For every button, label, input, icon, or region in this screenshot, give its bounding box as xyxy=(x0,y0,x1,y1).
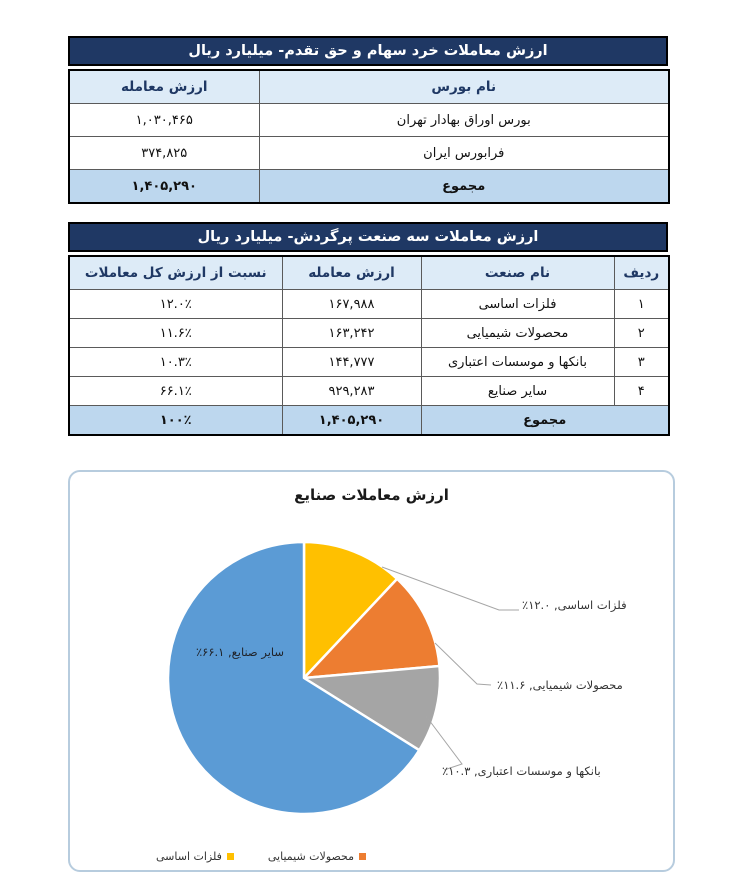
table1-header-row: نام بورس ارزش معامله xyxy=(68,69,670,104)
col-header-trade-value: ارزش معامله xyxy=(281,255,422,290)
ratio-cell: ۱۲.۰٪ xyxy=(68,289,283,319)
ratio-cell: ۶۶.۱٪ xyxy=(68,376,283,406)
trade-value-cell: ۱۶۳,۲۴۲ xyxy=(281,318,422,348)
total-label-cell: مجموع xyxy=(420,405,670,436)
exchange-name-cell: بورس اوراق بهادار تهران xyxy=(258,103,670,137)
leader-line-metals xyxy=(381,566,519,611)
col-header-ratio: نسبت از ارزش کل معاملات xyxy=(68,255,283,290)
leader-line-banks xyxy=(425,715,463,771)
legend-swatch-chemicals xyxy=(359,853,367,860)
pie-slice-banks xyxy=(302,664,442,752)
pie-label-banks: بانکها و موسسات اعتباری, ۱۰.۳٪ xyxy=(442,764,601,778)
chart-title: ارزش معاملات صنایع xyxy=(294,486,449,504)
col-header-exchange-name: نام بورس xyxy=(258,69,670,104)
total-value-cell: ۱,۴۰۵,۲۹۰ xyxy=(68,169,260,204)
total-value-cell: ۱,۴۰۵,۲۹۰ xyxy=(281,405,422,436)
top-industries-table: ردیف نام صنعت ارزش معامله نسبت از ارزش ک… xyxy=(68,255,670,436)
table2-total-row: مجموع ۱,۴۰۵,۲۹۰ ۱۰۰٪ xyxy=(68,405,670,436)
total-label-cell: مجموع xyxy=(258,169,670,204)
industry-name-cell: محصولات شیمیایی xyxy=(420,318,615,348)
table-row: ۴ سایر صنایع ۹۲۹,۲۸۳ ۶۶.۱٪ xyxy=(68,376,670,406)
top-industries-section: ارزش معاملات سه صنعت پرگردش- میلیارد ریا… xyxy=(68,222,670,436)
col-header-row-number: ردیف xyxy=(613,255,670,290)
table2-header-row: ردیف نام صنعت ارزش معامله نسبت از ارزش ک… xyxy=(68,255,670,290)
pie-slice-metals xyxy=(302,540,399,680)
industry-trades-chart: ارزش معاملات صنایع سایر صنایع, ۶۶.۱٪ فلز… xyxy=(68,470,675,872)
industry-name-cell: بانکها و موسسات اعتباری xyxy=(420,347,615,377)
leader-line-chemicals xyxy=(434,642,492,686)
legend-swatch-metals xyxy=(226,853,234,860)
legend-label-chemicals: محصولات شیمیایی xyxy=(267,850,355,863)
table1-title: ارزش معاملات خرد سهام و حق تقدم- میلیارد… xyxy=(68,36,668,66)
retail-trades-section: ارزش معاملات خرد سهام و حق تقدم- میلیارد… xyxy=(68,36,670,204)
pie-label-chemicals: محصولات شیمیایی, ۱۱.۶٪ xyxy=(497,678,623,692)
pie-label-other-industries: سایر صنایع, ۶۶.۱٪ xyxy=(195,645,285,659)
trade-value-cell: ۳۷۴,۸۲۵ xyxy=(68,136,260,170)
legend-item: محصولات شیمیایی xyxy=(267,850,367,863)
col-header-industry-name: نام صنعت xyxy=(420,255,615,290)
row-number-cell: ۴ xyxy=(613,376,670,406)
legend-label-metals: فلزات اساسی xyxy=(156,850,222,863)
pie-label-metals: فلزات اساسی, ۱۲.۰٪ xyxy=(522,598,627,612)
total-ratio-cell: ۱۰۰٪ xyxy=(68,405,283,436)
table-row: ۲ محصولات شیمیایی ۱۶۳,۲۴۲ ۱۱.۶٪ xyxy=(68,318,670,348)
pie-slice-other-industries xyxy=(166,540,421,816)
row-number-cell: ۲ xyxy=(613,318,670,348)
trade-value-cell: ۱۴۴,۷۷۷ xyxy=(281,347,422,377)
industry-name-cell: فلزات اساسی xyxy=(420,289,615,319)
table-row: فرابورس ایران ۳۷۴,۸۲۵ xyxy=(68,136,670,170)
pie-chart-svg xyxy=(166,540,519,816)
chart-legend: فلزات اساسی محصولات شیمیایی xyxy=(156,850,367,863)
row-number-cell: ۳ xyxy=(613,347,670,377)
trade-value-cell: ۱۶۷,۹۸۸ xyxy=(281,289,422,319)
table1-total-row: مجموع ۱,۴۰۵,۲۹۰ xyxy=(68,169,670,204)
col-header-trade-value: ارزش معامله xyxy=(68,69,260,104)
table2-title: ارزش معاملات سه صنعت پرگردش- میلیارد ریا… xyxy=(68,222,668,252)
ratio-cell: ۱۱.۶٪ xyxy=(68,318,283,348)
table-row: بورس اوراق بهادار تهران ۱,۰۳۰,۴۶۵ xyxy=(68,103,670,137)
row-number-cell: ۱ xyxy=(613,289,670,319)
trade-value-cell: ۱,۰۳۰,۴۶۵ xyxy=(68,103,260,137)
trade-value-cell: ۹۲۹,۲۸۳ xyxy=(281,376,422,406)
ratio-cell: ۱۰.۳٪ xyxy=(68,347,283,377)
industry-name-cell: سایر صنایع xyxy=(420,376,615,406)
legend-item: فلزات اساسی xyxy=(156,850,234,863)
exchange-name-cell: فرابورس ایران xyxy=(258,136,670,170)
table-row: ۳ بانکها و موسسات اعتباری ۱۴۴,۷۷۷ ۱۰.۳٪ xyxy=(68,347,670,377)
retail-trades-table: نام بورس ارزش معامله بورس اوراق بهادار ت… xyxy=(68,69,670,204)
table-row: ۱ فلزات اساسی ۱۶۷,۹۸۸ ۱۲.۰٪ xyxy=(68,289,670,319)
pie-slice-chemicals xyxy=(302,577,441,680)
